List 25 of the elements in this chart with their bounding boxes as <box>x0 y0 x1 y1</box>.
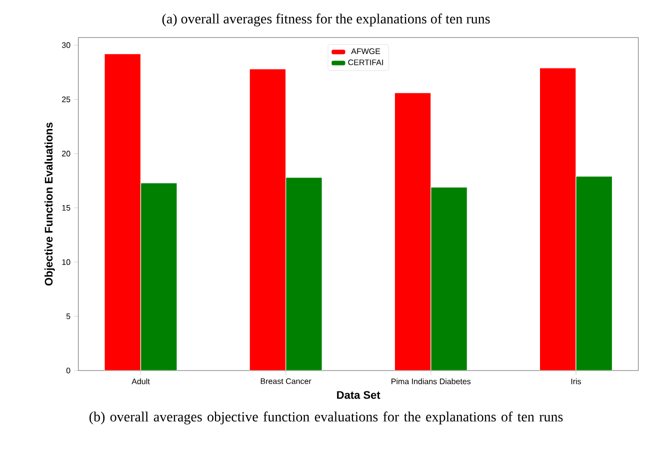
bar <box>430 186 468 371</box>
y-tick-label: 5 <box>66 314 70 320</box>
x-tick-label: Breast Cancer <box>260 378 312 384</box>
y-tick-label: 10 <box>62 259 70 265</box>
bar <box>394 92 432 371</box>
y-tick-label: 20 <box>62 150 70 156</box>
x-tick-label: Adult <box>132 378 150 384</box>
y-tick-label: 15 <box>62 205 70 211</box>
bar <box>249 68 286 371</box>
bar <box>140 182 178 371</box>
text: (b) overall averages objective function evaluations for the explanations of ten runs <box>89 412 563 424</box>
y-axis-title: Objective Function Evaluations <box>44 122 55 286</box>
x-axis-title: Data Set <box>337 391 380 399</box>
bar <box>104 54 142 371</box>
y-tick-label: 25 <box>62 96 70 102</box>
bar <box>576 176 613 371</box>
legend-label: CERTIFAI <box>348 59 383 66</box>
x-tick-label: Pima Indians Diabetes <box>392 378 471 384</box>
bar <box>539 68 576 371</box>
chart-title: (a) overall averages fitness for the explanations of ten runs <box>162 14 490 26</box>
y-tick-label: 30 <box>62 42 70 48</box>
legend-label: AFWGE <box>351 48 380 54</box>
y-tick-label: 0 <box>66 368 70 374</box>
bar <box>286 177 322 371</box>
x-tick-label: Iris <box>571 378 582 384</box>
